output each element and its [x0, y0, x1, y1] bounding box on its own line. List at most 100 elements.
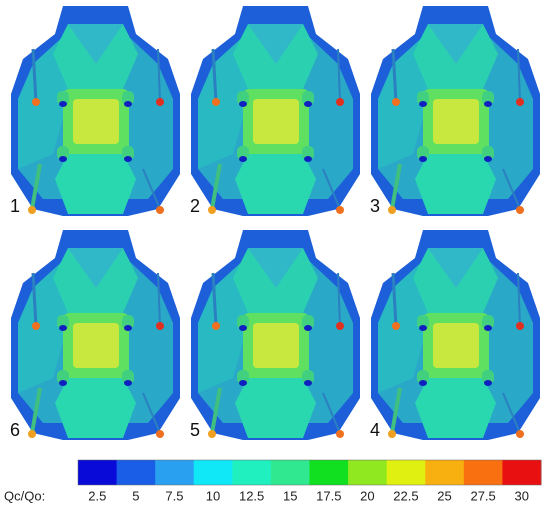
panel: 1 [10, 6, 180, 216]
foot [392, 98, 400, 106]
foot [28, 206, 36, 214]
figure: 1 2 3 6 5 4 Qc/Qo: 2.5 5 7.5 10 12.5 15 17.5 20 22.5 2… [0, 0, 542, 512]
color-segment [194, 460, 233, 485]
cylinder-end [304, 156, 312, 162]
cylinder-end [59, 380, 67, 386]
lower-block [55, 154, 136, 214]
cylinder-end [239, 325, 247, 331]
color-segment [348, 460, 387, 485]
cylinder-end [484, 101, 492, 107]
cylinder-end [239, 101, 247, 107]
foot [388, 430, 396, 438]
panel-label: 4 [370, 420, 380, 440]
color-segment [425, 460, 464, 485]
lower-block [415, 154, 496, 214]
tick-label: 12.5 [239, 488, 264, 503]
cylinder-end [484, 380, 492, 386]
foot [32, 98, 40, 106]
panel-label: 3 [370, 196, 380, 216]
center-core [433, 99, 479, 144]
tick-label: 30 [514, 488, 528, 503]
foot [156, 206, 164, 214]
foot [208, 430, 216, 438]
cylinder-end [59, 325, 67, 331]
center-core [73, 99, 119, 144]
cylinder-end [419, 325, 427, 331]
tick-label: 17.5 [316, 488, 341, 503]
foot [388, 206, 396, 214]
panel-label: 6 [10, 420, 20, 440]
foot [336, 206, 344, 214]
foot [516, 430, 524, 438]
cylinder-end [59, 156, 67, 162]
foot [156, 322, 164, 330]
center-core [73, 323, 119, 368]
cylinder-end [124, 101, 132, 107]
cylinder-end [304, 325, 312, 331]
color-segment [271, 460, 310, 485]
panel-label: 2 [190, 196, 200, 216]
color-segment [387, 460, 426, 485]
colorbar-label: Qc/Qo: [4, 488, 45, 503]
cylinder-end [484, 325, 492, 331]
cylinder-end [419, 380, 427, 386]
tick-label: 5 [132, 488, 139, 503]
cylinder-end [419, 156, 427, 162]
tick-label: 2.5 [88, 488, 106, 503]
foot [336, 430, 344, 438]
foot [516, 206, 524, 214]
panel: 5 [190, 230, 360, 440]
lower-block [235, 378, 316, 438]
foot [156, 430, 164, 438]
lower-block [415, 378, 496, 438]
lower-block [55, 378, 136, 438]
foot [336, 322, 344, 330]
cylinder-end [124, 380, 132, 386]
cylinder-end [239, 380, 247, 386]
foot [516, 98, 524, 106]
center-core [433, 323, 479, 368]
colorbar: Qc/Qo: 2.5 5 7.5 10 12.5 15 17.5 20 22.5 25 27.5 30 [4, 460, 542, 503]
panel: 6 [10, 230, 180, 440]
cylinder-end [59, 101, 67, 107]
cylinder-end [419, 101, 427, 107]
foot [212, 322, 220, 330]
color-segment [502, 460, 541, 485]
panel: 3 [370, 6, 540, 216]
color-segment [464, 460, 503, 485]
foot [212, 98, 220, 106]
panel-label: 5 [190, 420, 200, 440]
panel: 4 [370, 230, 540, 440]
foot [516, 322, 524, 330]
cylinder-end [124, 156, 132, 162]
tick-label: 22.5 [393, 488, 418, 503]
color-segment [78, 460, 117, 485]
cylinder-end [304, 101, 312, 107]
center-core [253, 99, 299, 144]
tick-label: 27.5 [470, 488, 495, 503]
lower-block [235, 154, 316, 214]
panel-label: 1 [10, 196, 20, 216]
foot [392, 322, 400, 330]
color-segment [310, 460, 349, 485]
cylinder-end [124, 325, 132, 331]
cylinder-end [484, 156, 492, 162]
color-segment [232, 460, 271, 485]
color-segment [155, 460, 194, 485]
tick-label: 7.5 [165, 488, 183, 503]
tick-label: 25 [437, 488, 451, 503]
panels: 1 2 3 6 5 4 [10, 6, 540, 440]
foot [208, 206, 216, 214]
foot [28, 430, 36, 438]
panel: 2 [190, 6, 360, 216]
tick-label: 20 [360, 488, 374, 503]
foot [156, 98, 164, 106]
cylinder-end [239, 156, 247, 162]
cylinder-end [304, 380, 312, 386]
tick-label: 10 [206, 488, 220, 503]
foot [32, 322, 40, 330]
center-core [253, 323, 299, 368]
foot [336, 98, 344, 106]
color-segment [117, 460, 156, 485]
tick-label: 15 [283, 488, 297, 503]
